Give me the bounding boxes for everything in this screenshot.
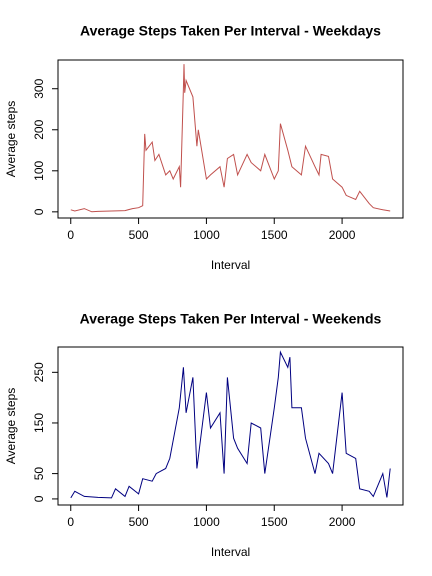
x-tick-label: 500 — [129, 515, 149, 529]
y-tick-label: 0 — [32, 208, 46, 215]
chart-title: Average Steps Taken Per Interval - Weeke… — [80, 311, 382, 327]
y-tick-label: 100 — [32, 160, 46, 180]
x-axis-label: Interval — [211, 545, 250, 559]
x-tick-label: 2000 — [329, 515, 356, 529]
plot-box — [57, 346, 404, 506]
x-tick-label: 2000 — [329, 228, 356, 242]
y-tick-label: 250 — [32, 362, 46, 382]
y-tick-label: 0 — [32, 495, 46, 502]
y-tick-label: 150 — [32, 413, 46, 433]
x-tick-label: 0 — [67, 228, 74, 242]
x-tick-label: 1500 — [261, 515, 288, 529]
data-line — [70, 350, 391, 499]
x-tick-label: 1500 — [261, 228, 288, 242]
x-tick-label: 0 — [67, 515, 74, 529]
x-tick-label: 500 — [129, 228, 149, 242]
chart-title: Average Steps Taken Per Interval - Weekd… — [80, 23, 381, 39]
y-axis-label: Average steps — [4, 101, 18, 178]
x-axis-label: Interval — [211, 258, 250, 272]
plot-box — [57, 59, 404, 219]
x-tick-label: 1000 — [193, 515, 220, 529]
data-line — [70, 64, 391, 213]
y-tick-label: 50 — [32, 467, 46, 481]
y-tick-label: 200 — [32, 119, 46, 139]
y-axis-label: Average steps — [4, 388, 18, 465]
y-tick-label: 300 — [32, 78, 46, 98]
x-tick-label: 1000 — [193, 228, 220, 242]
